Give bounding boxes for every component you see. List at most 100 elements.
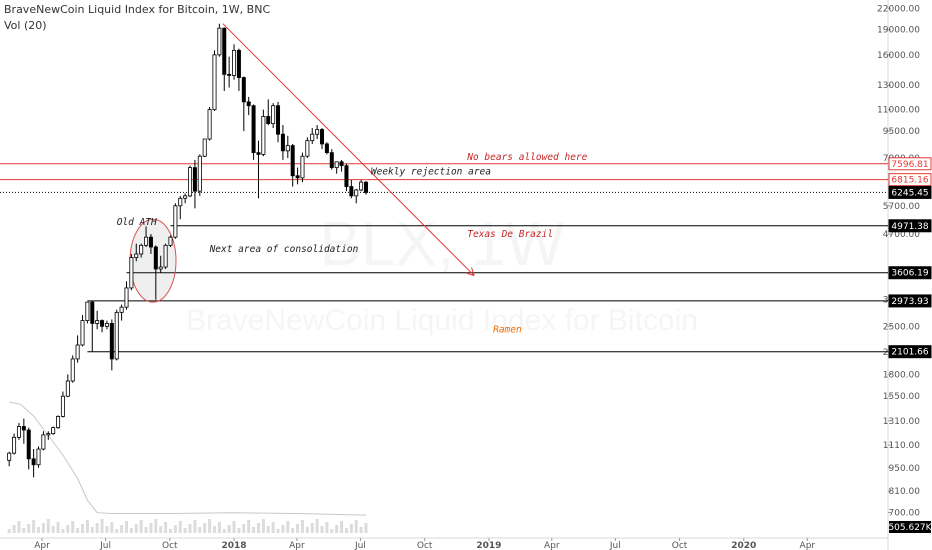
level-price-tag [888,345,932,359]
volume-bar [139,520,143,533]
y-tick-label: 810.00 [889,487,921,497]
y-tick-label: 4700.00 [883,230,920,240]
candle-up [12,436,17,454]
volume-bar [315,519,319,533]
candle-up [95,320,100,324]
volume-bar [129,528,133,533]
volume-bar [281,525,285,533]
candle-up [271,105,276,124]
x-tick-label: Oct [162,541,178,550]
level-price-label: 6815.16 [891,176,928,186]
y-tick-label: 19000.00 [877,26,920,36]
candle-up [183,195,188,199]
x-tick-label: 2019 [476,541,501,550]
volume-bar [232,521,236,533]
volume-bar [330,529,334,533]
candle-up [65,380,70,397]
volume-bar [61,529,65,533]
candle-down [339,161,344,167]
candle-down [26,429,31,460]
candle-down [344,165,349,187]
volume-bar [90,527,94,533]
volume-bar [46,519,50,533]
x-tick-label: 2018 [222,541,247,550]
level-price-label: 3606.19 [891,269,928,279]
candle-down [148,236,153,248]
candle-up [70,358,75,382]
candle-down [236,49,241,78]
candle-down [100,320,105,327]
volume-indicator-label: Vol (20) [4,19,47,32]
candle-down [329,152,334,169]
volume-bar [266,526,270,533]
volume-bar [149,523,153,533]
annotation-text: Weekly rejection area [371,167,491,178]
volume-bar [22,528,26,533]
candle-up [36,448,41,466]
volume-bar [296,524,300,533]
volume-bar [340,521,344,533]
x-tick-label: Apr [34,541,50,550]
candle-up [217,27,222,56]
volume-bar [51,526,55,533]
candle-up [261,116,266,155]
volume-bar [271,522,275,533]
candle-down [21,426,26,431]
volume-bar [256,523,260,533]
y-tick-label: 5700.00 [883,202,920,212]
candle-up [129,257,134,289]
volume-bar [95,523,99,533]
candle-down [153,246,158,270]
candle-up [354,189,359,197]
candle-up [80,320,85,346]
volume-bar [41,523,45,533]
candle-down [349,186,354,197]
candle-down [251,105,256,154]
volume-bar [242,524,246,533]
volume-bar [81,524,85,533]
volume-bar [286,521,290,533]
candle-up [212,54,217,111]
volume-bar [100,519,104,533]
candle-down [320,129,325,145]
volume-bar [261,519,265,533]
volume-bar [168,529,172,533]
volume-bar [159,526,163,533]
candle-down [222,27,227,75]
volume-bar [7,529,11,533]
x-tick-label: Apr [800,541,816,550]
candle-down [364,181,369,193]
y-tick-label: 9500.00 [883,127,920,137]
level-price-tag [888,266,932,280]
candle-up [60,395,65,417]
volume-bar [335,525,339,533]
volume-bar [310,523,314,533]
annotation-text: Old ATH [117,217,157,228]
candle-up [163,244,168,268]
candle-up [41,434,46,450]
level-price-tag [888,157,932,171]
volume-bar [124,521,128,533]
level-price-label: 2973.93 [891,297,928,307]
candle-down [290,145,295,177]
candle-down [192,167,197,192]
volume-bar [364,523,368,533]
x-tick-label: Apr [544,541,560,550]
volume-bar [276,529,280,533]
level-price-tag [888,173,932,187]
candle-down [241,77,246,103]
x-tick-label: Oct [672,541,688,550]
level-price-label: 2101.66 [891,348,928,358]
x-tick-label: Jul [354,541,366,550]
volume-bar [300,520,304,533]
annotation-text: Texas De Brazil [467,229,553,240]
candle-up [114,311,119,360]
candle-down [295,175,300,179]
candle-up [158,266,163,270]
volume-value-tag [889,521,931,533]
trendline-arrow [222,23,474,275]
y-tick-label: 11000.00 [877,106,920,116]
candle-up [315,129,320,135]
watermark-name: BraveNewCoin Liquid Index for Bitcoin [186,304,698,337]
